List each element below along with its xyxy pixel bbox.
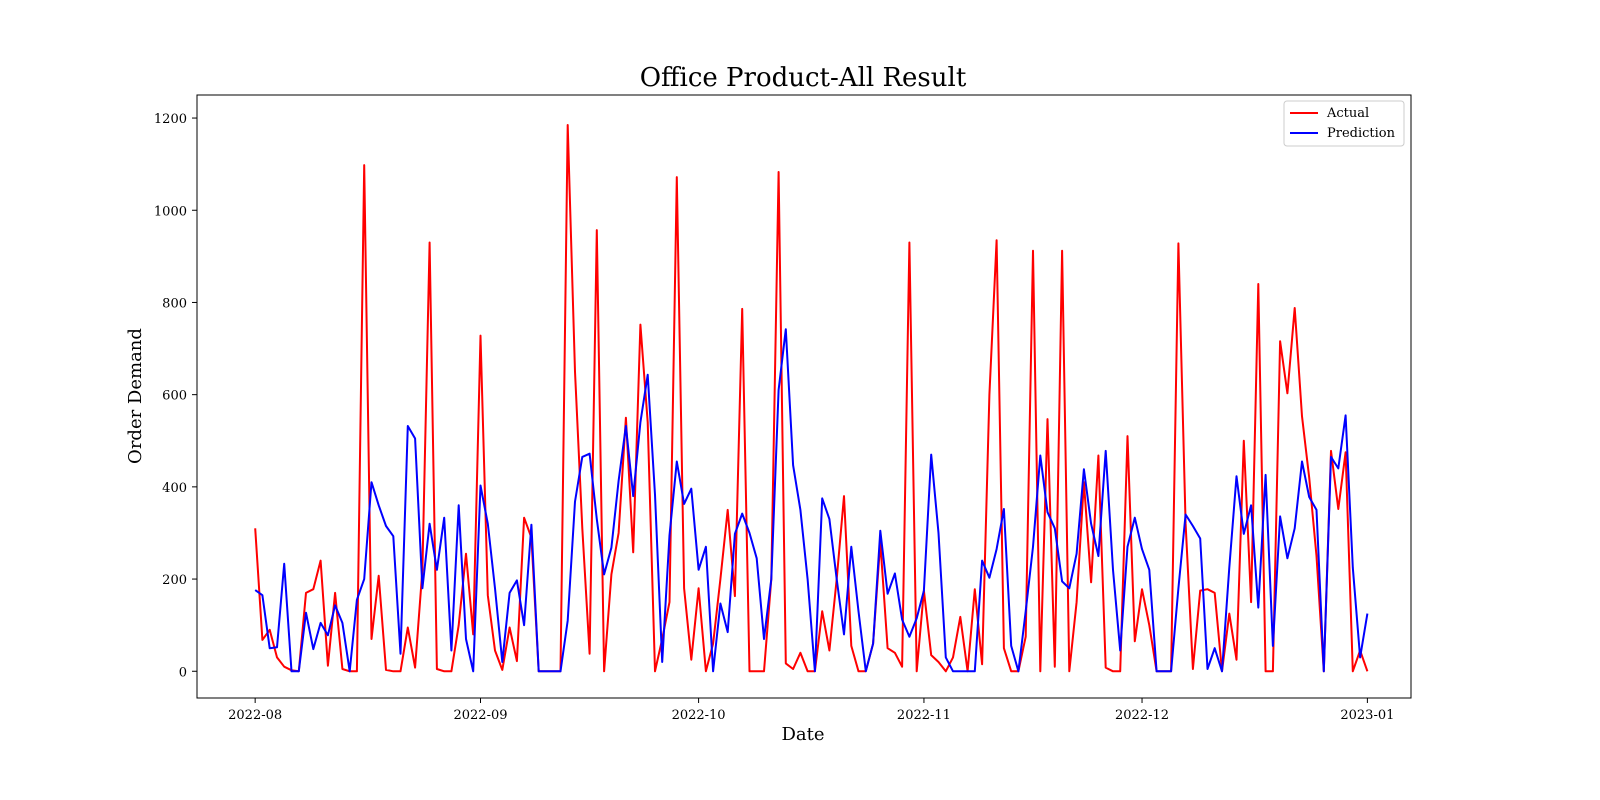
y-axis-label: Order Demand xyxy=(125,328,146,464)
x-tick-label: 2022-11 xyxy=(897,708,951,723)
y-tick-label: 600 xyxy=(162,389,187,404)
x-tick-label: 2022-12 xyxy=(1115,708,1169,723)
x-tick-label: 2023-01 xyxy=(1340,708,1394,723)
y-tick-label: 0 xyxy=(179,665,187,680)
legend-label-actual: Actual xyxy=(1326,106,1369,121)
y-axis: 0 200 400 600 800 1000 1200 xyxy=(154,112,197,680)
y-tick-label: 400 xyxy=(162,481,187,496)
y-tick-label: 1000 xyxy=(154,204,187,219)
y-tick-label: 1200 xyxy=(154,112,187,127)
legend: Actual Prediction xyxy=(1283,100,1405,147)
plot-frame xyxy=(196,94,1412,699)
x-tick-label: 2022-09 xyxy=(453,708,507,723)
x-tick-label: 2022-08 xyxy=(228,708,282,723)
chart-title: Office Product-All Result xyxy=(640,63,967,93)
series-line-actual xyxy=(254,124,1369,673)
x-tick-label: 2022-10 xyxy=(672,708,726,723)
y-tick-label: 200 xyxy=(162,573,187,588)
legend-label-prediction: Prediction xyxy=(1327,126,1396,141)
series-layer xyxy=(254,124,1369,673)
x-axis-label: Date xyxy=(781,724,824,745)
series-line-prediction xyxy=(254,328,1369,673)
y-tick-label: 800 xyxy=(162,296,187,311)
x-axis: 2022-08 2022-09 2022-10 2022-11 2022-12 2023-… xyxy=(228,698,1394,723)
